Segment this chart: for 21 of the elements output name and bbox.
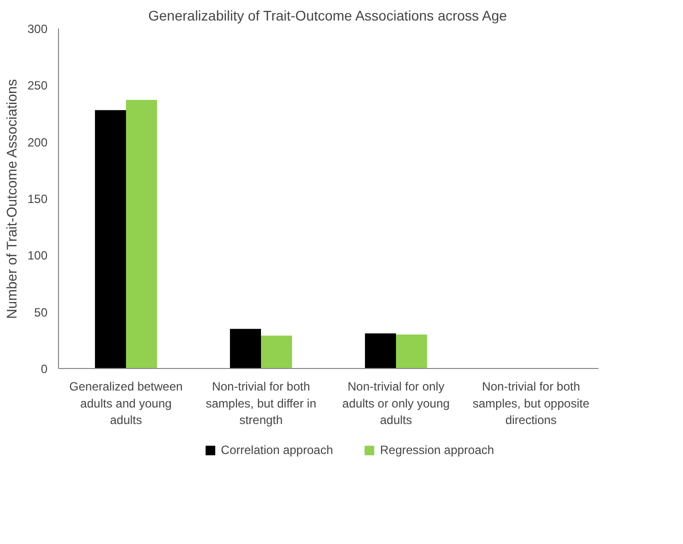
y-tick-label: 50: [34, 305, 48, 320]
x-tick-label: Generalized between adults and young adults: [69, 380, 183, 428]
y-tick-label: 250: [27, 78, 48, 93]
chart-title: Generalizability of Trait-Outcome Associations across Age: [148, 8, 508, 24]
y-tick-label: 300: [27, 22, 48, 36]
x-tick-label: Non-trivial for only adults or only young adults: [342, 380, 450, 428]
bar: [364, 333, 396, 368]
legend-label: Regression approach: [380, 443, 494, 457]
bar: [230, 328, 261, 368]
bar: [396, 334, 428, 368]
y-axis-title: Number of Trait-Outcome Associations: [3, 79, 20, 319]
y-tick-label: 0: [40, 362, 48, 376]
bar: [126, 100, 158, 368]
legend-label: Correlation approach: [220, 443, 333, 457]
y-tick-label: 150: [27, 192, 48, 206]
bar: [94, 110, 126, 368]
x-tick-label: Non-trivial for both samples, but opposite directions: [472, 380, 590, 428]
y-tick-label: 100: [27, 248, 48, 263]
x-tick-label: Non-trivial for both samples, but differ in strength: [206, 380, 316, 428]
y-tick-label: 200: [27, 135, 48, 150]
bar: [261, 336, 292, 368]
